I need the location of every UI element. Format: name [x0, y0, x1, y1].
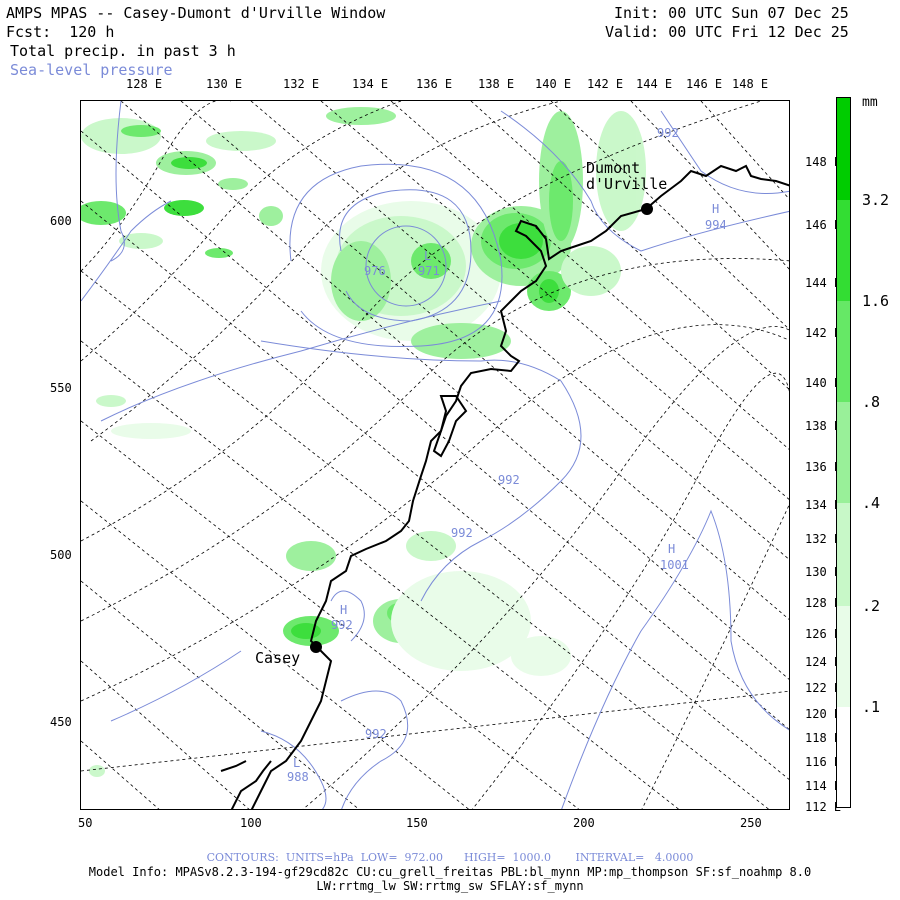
contour-label: 992: [331, 618, 353, 632]
colorbar-label: .2: [862, 597, 881, 615]
top-lon-label: 138 E: [478, 77, 515, 91]
x-axis-label: 150: [406, 816, 428, 830]
colorbar-label: .1: [862, 698, 881, 716]
casey-label: Casey: [255, 649, 301, 667]
valid-time: Valid: 00 UTC Fri 12 Dec 25: [605, 23, 849, 41]
contour-label: 992: [451, 526, 473, 540]
colorbar-unit: mm: [862, 95, 878, 110]
top-lon-label: 136 E: [416, 77, 453, 91]
pressure-contours: [81, 101, 789, 809]
contour-label: 971: [418, 264, 440, 278]
y-axis-label: 450: [50, 715, 72, 729]
colorbar-segment: [836, 707, 851, 808]
contour-label: 976: [364, 264, 386, 278]
colorbar-segment: [836, 606, 851, 707]
contour-info: CONTOURS: UNITS=hPa LOW= 972.00 HIGH= 10…: [206, 851, 694, 864]
colorbar-label: 1.6: [862, 292, 890, 310]
colorbar-segment: [836, 97, 851, 200]
contour-label: H: [340, 603, 348, 617]
overlay-name: Sea-level pressure: [10, 61, 173, 79]
top-lon-label: 148 E: [732, 77, 769, 91]
top-lon-label: 130 E: [206, 77, 243, 91]
contour-label: 1001: [660, 558, 689, 572]
contour-label: L: [293, 756, 301, 770]
top-lon-label: 128 E: [126, 77, 163, 91]
coastline: [220, 164, 789, 809]
colorbar-label: .4: [862, 494, 881, 512]
y-axis-label: 550: [50, 381, 72, 395]
top-lon-label: 142 E: [587, 77, 624, 91]
x-axis-label: 50: [78, 816, 93, 830]
station-markers: [310, 203, 653, 653]
x-axis-label: 250: [740, 816, 762, 830]
colorbar-label: 3.2: [862, 191, 890, 209]
contour-label: L: [424, 249, 432, 263]
lat-lon-grid: [81, 101, 789, 809]
model-info-physics: LW:rrtmg_lw SW:rrtmg_sw SFLAY:sf_mynn: [316, 879, 584, 893]
x-axis-label: 200: [573, 816, 595, 830]
contour-label: 992: [498, 473, 520, 487]
top-lon-label: 146 E: [686, 77, 723, 91]
contour-label: H: [668, 542, 676, 556]
precip-shading: [81, 107, 646, 777]
top-lon-label: 132 E: [283, 77, 320, 91]
contour-label: 994: [705, 218, 727, 232]
map-panel: [80, 100, 790, 810]
dumont-label: Dumont d'Urville: [586, 159, 668, 193]
map-canvas: [81, 101, 789, 809]
contour-label: 992: [365, 727, 387, 741]
forecast-hour: Fcst: 120 h: [6, 23, 115, 41]
colorbar-segment: [836, 200, 851, 301]
top-lon-label: 140 E: [535, 77, 572, 91]
dumont-station-marker: [641, 203, 653, 215]
y-axis-label: 600: [50, 214, 72, 228]
casey-station-marker: [310, 641, 322, 653]
top-lon-label: 134 E: [352, 77, 389, 91]
init-time: Init: 00 UTC Sun 07 Dec 25: [614, 4, 849, 22]
contour-label: H: [712, 202, 720, 216]
model-info: Model Info: MPASv8.2.3-194-gf29cd82c CU:…: [88, 865, 812, 879]
field-name: Total precip. in past 3 h: [10, 42, 236, 60]
map-title: AMPS MPAS -- Casey-Dumont d'Urville Wind…: [6, 4, 386, 22]
colorbar-segment: [836, 301, 851, 402]
colorbar-segment: [836, 503, 851, 606]
contour-label: 988: [287, 770, 309, 784]
y-axis-label: 500: [50, 548, 72, 562]
contour-label: 992: [657, 126, 679, 140]
colorbar-label: .8: [862, 393, 881, 411]
top-lon-label: 144 E: [636, 77, 673, 91]
colorbar-segment: [836, 402, 851, 503]
x-axis-label: 100: [240, 816, 262, 830]
